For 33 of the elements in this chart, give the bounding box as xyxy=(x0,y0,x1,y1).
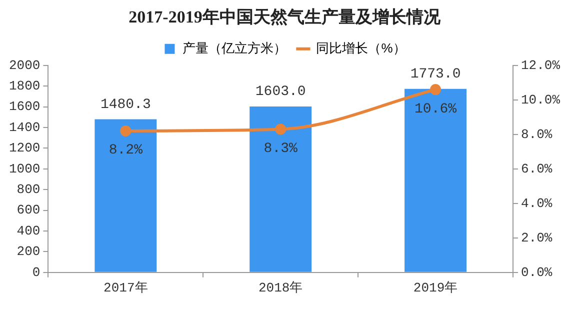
x-tick-label: 2019年 xyxy=(413,280,458,296)
x-tick-label: 2017年 xyxy=(104,280,148,296)
chart-title: 2017-2019年中国天然气生产量及增长情况 xyxy=(128,8,442,27)
point xyxy=(275,124,286,135)
y2-tick-label: 8.0% xyxy=(520,126,552,142)
y-tick-label: 0 xyxy=(32,264,40,280)
y-tick-label: 600 xyxy=(16,202,40,218)
y2-tick-label: 2.0% xyxy=(520,230,552,246)
y2-tick-label: 12.0% xyxy=(520,58,560,73)
y2-tick-label: 10.0% xyxy=(520,92,560,108)
y-tick-label: 1800 xyxy=(8,78,40,94)
legend-label: 同比增长（%） xyxy=(316,40,406,56)
y2-tick-label: 0.0% xyxy=(520,264,552,280)
y-tick-label: 400 xyxy=(16,223,40,238)
y2-tick-label: 4.0% xyxy=(520,196,552,211)
y-tick-label: 800 xyxy=(16,182,40,198)
point xyxy=(120,125,132,136)
data-label: 8.3% xyxy=(264,140,298,157)
legend-label: 产量（亿立方米） xyxy=(182,40,287,56)
y-tick-label: 200 xyxy=(16,244,40,260)
y-tick-label: 1000 xyxy=(8,161,40,176)
y-tick-label: 1600 xyxy=(8,99,40,114)
data-label: 1603.0 xyxy=(255,84,306,100)
data-label: 10.6% xyxy=(414,101,458,118)
data-label: 1480.3 xyxy=(100,96,151,113)
data-label: 1773.0 xyxy=(410,66,461,83)
data-label: 8.2% xyxy=(108,142,144,159)
x-tick-label: 2018年 xyxy=(258,280,303,296)
y-tick-label: 1200 xyxy=(8,140,40,156)
y2-tick-label: 6.0% xyxy=(520,161,552,176)
point xyxy=(430,84,442,96)
y-tick-label: 2000 xyxy=(8,58,40,73)
y-tick-label: 1400 xyxy=(8,120,40,135)
